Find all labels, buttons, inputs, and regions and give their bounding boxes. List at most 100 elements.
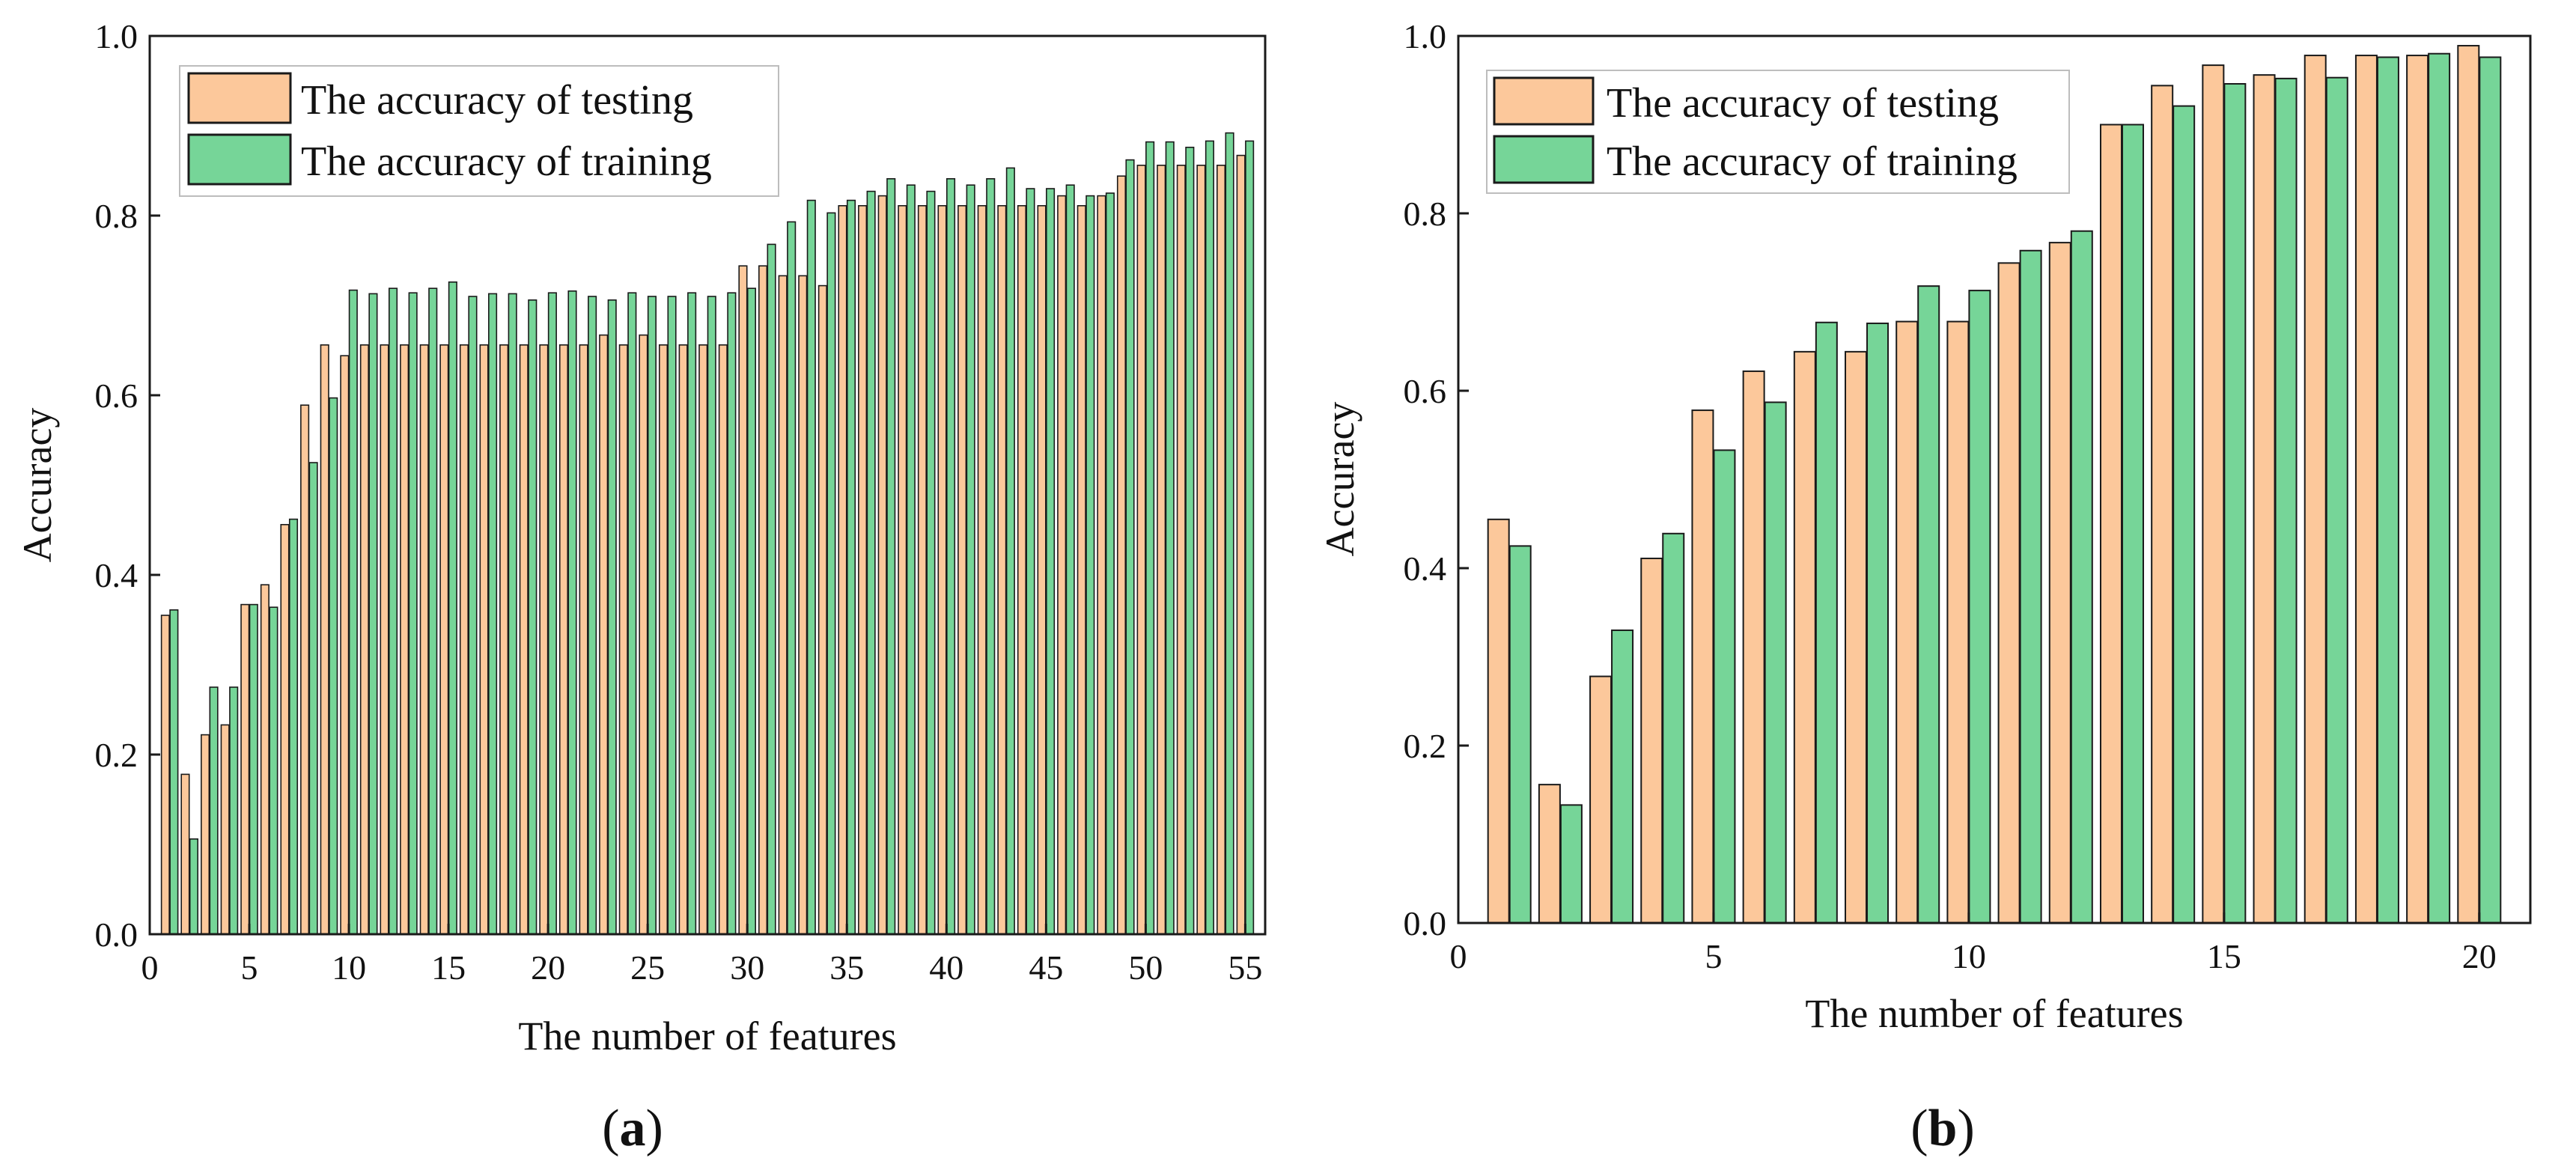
- panel-a-bar-testing-5: [240, 603, 250, 935]
- panel-b-bar-testing-7: [1793, 350, 1816, 924]
- panel-b-bar-testing-8: [1845, 350, 1868, 924]
- panel-b-bar-testing-4: [1640, 557, 1663, 924]
- panel-a-bar-testing-27: [678, 344, 688, 935]
- panel-a-y-tick-label-1.0: 1.0: [95, 17, 138, 55]
- panel-a-bar-training-10: [348, 289, 358, 935]
- panel-a-bar-training-6: [269, 606, 278, 935]
- panel-a-bar-training-8: [308, 462, 318, 935]
- panel-a-plot-frame: [148, 34, 1267, 936]
- panel-a-bar-training-28: [707, 296, 716, 935]
- panel-a-bar-training-45: [1046, 188, 1056, 935]
- panel-a-bar-testing-50: [1136, 165, 1146, 935]
- panel-a-bar-testing-19: [519, 344, 529, 935]
- panel-a-bar-testing-52: [1176, 165, 1186, 935]
- panel-b-bar-training-1: [1508, 545, 1532, 924]
- panel-a-y-tick-label-0.6: 0.6: [95, 377, 138, 415]
- panel-a-bar-testing-38: [898, 204, 907, 935]
- panel-b-bar-testing-17: [2304, 55, 2327, 924]
- panel-a-bar-testing-16: [459, 344, 469, 935]
- panel-a-bar-testing-11: [359, 344, 369, 935]
- panel-b-bar-testing-20: [2457, 45, 2480, 924]
- panel-a-bar-training-54: [1225, 132, 1234, 935]
- panel-b-x-tick-label-15: 15: [2207, 937, 2241, 975]
- panel-a-bar-testing-3: [201, 734, 210, 935]
- panel-b-label: (b): [1910, 1100, 1975, 1157]
- panel-b-bar-training-3: [1611, 629, 1634, 924]
- panel-b-y-tick-label-0.0: 0.0: [1404, 904, 1447, 942]
- panel-a-bar-training-38: [906, 184, 916, 935]
- panel-a-bar-training-3: [209, 686, 219, 935]
- panel-b-bar-testing-11: [1997, 262, 2021, 924]
- panel-a-bar-testing-34: [817, 284, 827, 935]
- panel-a-bar-training-2: [189, 838, 199, 935]
- panel-a-x-axis: 0 5 10 15 20 25 30 35 40 45 50 55: [141, 924, 1262, 987]
- panel-a-bar-testing-1: [160, 615, 170, 935]
- panel-a-bar-testing-46: [1057, 195, 1067, 935]
- panel-a-bar-training-11: [368, 293, 378, 935]
- panel-b-bar-testing-14: [2151, 85, 2174, 924]
- panel-a-bar-training-27: [687, 292, 697, 935]
- panel-b-bar-testing-3: [1589, 675, 1613, 924]
- panel-a-bar-training-50: [1145, 141, 1155, 935]
- panel-a-bar-testing-54: [1216, 165, 1226, 935]
- panel-a-bar-testing-44: [1017, 204, 1027, 935]
- panel-a-bar-training-46: [1065, 184, 1075, 935]
- panel-a-bar-testing-36: [858, 204, 868, 935]
- panel-a-bar-testing-33: [798, 275, 808, 935]
- panel-b: 0 5 10 15 20 0.0 0.2 0.4 0.6 0.8 1.0 The number o…: [1318, 17, 2532, 1157]
- panel-a-bar-training-36: [866, 190, 876, 935]
- panel-a-bar-testing-15: [439, 344, 449, 935]
- panel-a-bar-training-32: [787, 221, 797, 935]
- panel-b-legend-swatch-testing: [1493, 76, 1595, 126]
- panel-a-label: (a): [602, 1100, 663, 1157]
- panel-b-bar-testing-6: [1742, 370, 1765, 924]
- panel-a-y-tick-label-0.0: 0.0: [95, 915, 138, 954]
- panel-b-legend-label-training: The accuracy of training: [1607, 138, 2018, 185]
- panel-b-bar-testing-15: [2202, 64, 2225, 924]
- panel-a-bar-testing-43: [997, 204, 1007, 935]
- panel-a-x-tick-label-55: 55: [1228, 948, 1262, 987]
- panel-b-bar-training-15: [2223, 82, 2247, 924]
- panel-b-y-tick-label-0.2: 0.2: [1404, 727, 1447, 765]
- panel-a-bar-testing-37: [877, 195, 887, 935]
- panel-a-bar-training-20: [547, 292, 557, 935]
- panel-b-bar-training-19: [2428, 52, 2451, 924]
- panel-a-bar-testing-42: [977, 204, 987, 935]
- panel-a-x-tick-label-20: 20: [531, 948, 565, 987]
- panel-a-bar-training-39: [926, 190, 936, 935]
- panel-a-bar-training-49: [1125, 159, 1135, 935]
- panel-a-bar-testing-30: [738, 265, 748, 935]
- panel-a-x-tick-label-0: 0: [141, 948, 159, 987]
- panel-a-bar-training-25: [647, 296, 657, 935]
- panel-a-bar-training-55: [1245, 140, 1255, 935]
- panel-b-bar-training-4: [1662, 532, 1685, 924]
- panel-a-x-tick-label-50: 50: [1128, 948, 1163, 987]
- panel-a-y-axis: 0.0 0.2 0.4 0.6 0.8 1.0: [95, 17, 160, 954]
- panel-b-y-axis: 0.0 0.2 0.4 0.6 0.8 1.0: [1404, 17, 1469, 942]
- panel-a-bar-training-5: [249, 603, 258, 935]
- panel-b-bar-testing-5: [1691, 409, 1714, 924]
- panel-b-bar-testing-18: [2354, 55, 2378, 924]
- panel-a-bar-training-52: [1185, 147, 1195, 935]
- panel-b-bar-training-9: [1917, 285, 1940, 924]
- panel-b-bar-testing-9: [1896, 320, 1919, 924]
- panel-a-legend-label-testing: The accuracy of testing: [301, 77, 693, 124]
- panel-a-bar-testing-2: [180, 773, 190, 935]
- panel-a-bar-testing-39: [917, 204, 927, 935]
- panel-b-y-axis-label: Accuracy: [1318, 402, 1362, 557]
- panel-a-bar-training-4: [229, 686, 239, 935]
- panel-a-bar-training-48: [1105, 192, 1115, 935]
- panel-a-bar-testing-4: [220, 724, 230, 935]
- panel-b-bar-training-17: [2325, 76, 2348, 924]
- panel-a-legend-label-training: The accuracy of training: [301, 138, 712, 185]
- panel-a-bar-training-29: [727, 292, 737, 935]
- panel-a-bar-training-9: [329, 397, 338, 935]
- panel-b-bar-training-10: [1968, 290, 1991, 924]
- panel-a-bar-training-15: [448, 281, 457, 935]
- panel-a-bar-testing-14: [419, 344, 429, 935]
- panel-a-bar-testing-7: [280, 523, 290, 935]
- panel-a-bar-training-42: [986, 178, 996, 935]
- panel-a-bar-training-16: [468, 296, 478, 935]
- panel-b-bar-testing-13: [2099, 124, 2122, 924]
- panel-a-bar-testing-31: [758, 265, 768, 935]
